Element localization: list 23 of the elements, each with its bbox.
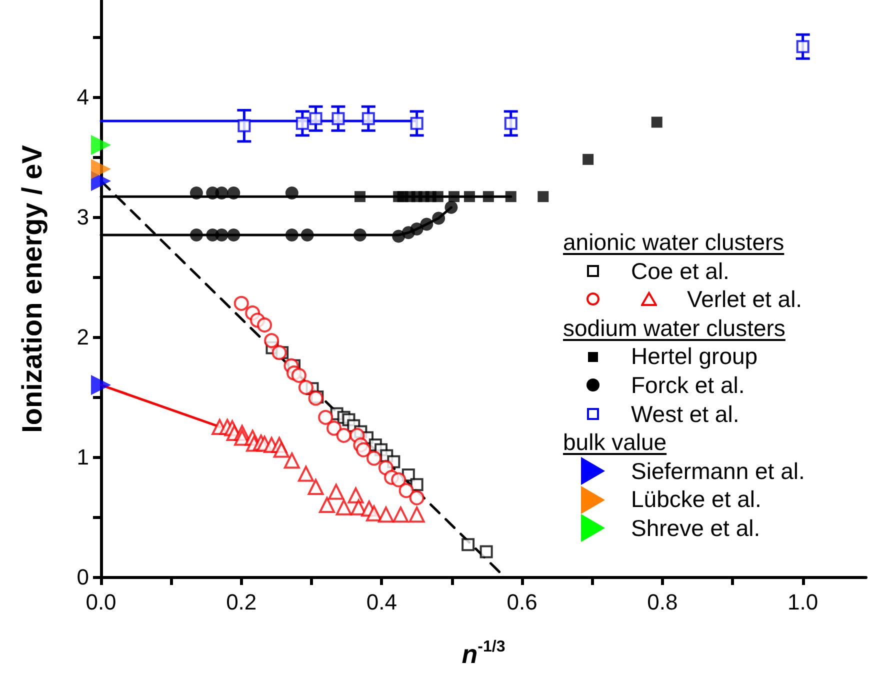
- legend-label: Verlet et al.: [687, 285, 802, 314]
- x-tick-label: 1.0: [788, 590, 818, 614]
- legend-label: Lübcke et al.: [631, 485, 762, 514]
- x-tick-label: 0.6: [506, 590, 538, 614]
- y-tick-label: 1: [76, 444, 89, 470]
- y-tick-label: 4: [76, 84, 89, 110]
- y-tick-label: 2: [76, 324, 89, 350]
- annotation: sodium water clusters: [562, 314, 786, 342]
- y-tick-label: 0: [76, 564, 89, 590]
- legend-label: Hertel group: [631, 342, 758, 371]
- legend-label: Siefermann et al.: [631, 456, 805, 486]
- annotation: anionic water clusters: [562, 228, 784, 257]
- legend-label: West et al.: [631, 400, 740, 428]
- legend-label: Shreve et al.: [631, 514, 760, 543]
- y-axis-title: Ionization energy / eV: [16, 144, 48, 433]
- y-tick-label: 3: [76, 204, 89, 230]
- annotation: bulk value: [562, 428, 667, 457]
- legend-label: Forck et al.: [631, 370, 745, 400]
- x-tick-label: 0.2: [226, 590, 257, 614]
- x-tick-label: 0.8: [647, 590, 678, 614]
- x-tick-label: 0.4: [366, 590, 398, 614]
- legend-label: Coe et al.: [631, 256, 730, 286]
- x-tick-label: 0.0: [86, 590, 116, 614]
